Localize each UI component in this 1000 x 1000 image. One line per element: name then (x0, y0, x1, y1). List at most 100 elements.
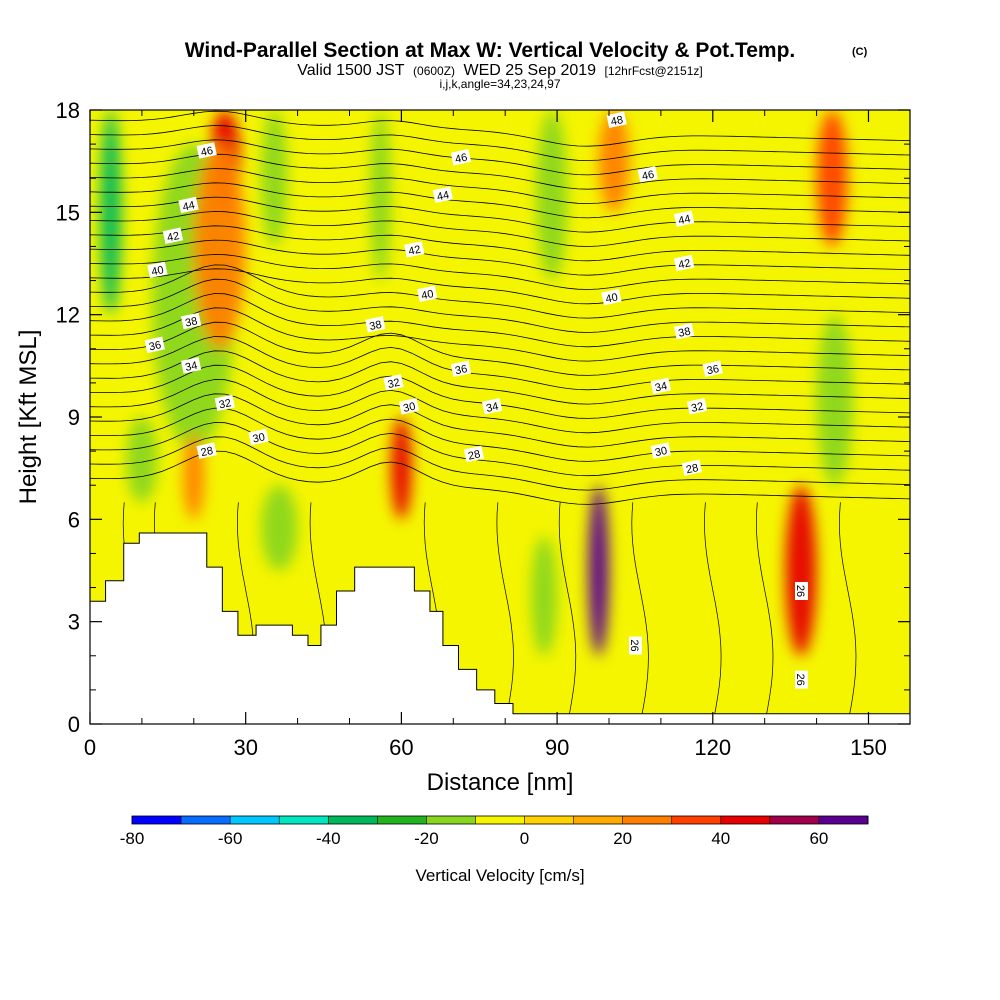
chart-title: Wind-Parallel Section at Max W: Vertical… (185, 39, 796, 62)
theta-contour-label: 40 (147, 261, 168, 278)
theta-contour-label-text: 26 (794, 585, 806, 597)
x-axis-label: Distance [nm] (427, 769, 574, 796)
theta-contour-label-text: 34 (654, 380, 668, 394)
theta-contour-label-text: 26 (628, 639, 640, 651)
theta-contour-label: 40 (601, 288, 622, 306)
theta-contour-line (90, 393, 910, 448)
x-tick-label: 30 (233, 735, 257, 760)
theta-contour-label: 42 (404, 241, 425, 258)
colorbar-swatch (671, 816, 722, 824)
colorbar-swatch (769, 816, 820, 824)
x-tick-label: 90 (545, 735, 569, 760)
theta-contour-label: 36 (144, 336, 165, 353)
theta-contour-line (631, 502, 649, 718)
colorbar-swatch (377, 816, 427, 824)
theta-contour-line (704, 502, 722, 718)
theta-contour-label-text: 46 (200, 145, 214, 159)
theta-contour-label-text: 28 (467, 448, 481, 462)
theta-contour-label: 26 (794, 581, 809, 600)
subtitle-date: WED 25 Sep 2019 (464, 62, 597, 79)
theta-contour-line (90, 436, 910, 491)
theta-contour-label: 42 (162, 227, 184, 244)
y-tick-label: 12 (56, 303, 80, 328)
theta-contour-label-text: 40 (150, 264, 164, 278)
x-tick-label: 120 (694, 735, 731, 760)
theta-contour-line (90, 153, 910, 190)
colorbar-swatch (524, 816, 575, 824)
theta-contour-label: 44 (673, 210, 695, 227)
velocity-cell (370, 110, 392, 281)
colorbar-swatch (573, 816, 624, 824)
colorbar-tick-label: 20 (613, 829, 632, 848)
theta-contour-line (90, 168, 910, 204)
theta-contour-label: 40 (417, 285, 438, 302)
theta-contour-label-text: 36 (148, 339, 162, 353)
subtitle-forecast: [12hrFcst@2151z] (605, 64, 703, 78)
theta-contour-label: 32 (383, 374, 404, 391)
theta-contour-label-text: 30 (252, 431, 266, 445)
theta-contour-label-text: 34 (485, 401, 499, 415)
theta-contour-line (90, 196, 910, 233)
y-tick-label: 3 (68, 610, 80, 635)
theta-contour-line (90, 379, 910, 434)
chart-subtitle: Valid 1500 JST (0600Z) WED 25 Sep 2019 [… (297, 62, 702, 79)
theta-contour-label-text: 32 (218, 397, 232, 411)
theta-contour-line (90, 422, 910, 477)
theta-contour-label-text: 40 (605, 291, 619, 305)
theta-contour-label: 38 (180, 312, 202, 330)
theta-contour-line (90, 450, 910, 505)
theta-contour-label-text: 34 (184, 360, 198, 374)
theta-contour-label-text: 28 (200, 445, 214, 459)
theta-contour-label: 28 (681, 459, 703, 476)
colorbar-swatch (279, 816, 329, 824)
chart-subtitle-2: i,j,k,angle=34,23,24,97 (439, 77, 560, 91)
theta-contour-label: 44 (178, 196, 199, 214)
colorbar-tick-label: 40 (711, 829, 730, 848)
theta-contour-label-text: 48 (610, 114, 624, 128)
theta-contour-label: 34 (650, 377, 671, 394)
colorbar-tick-label: 60 (809, 829, 828, 848)
y-tick-label: 18 (56, 98, 80, 123)
theta-contour-label-text: 36 (454, 363, 468, 377)
colorbar-tick-label: 0 (520, 829, 529, 848)
colorbar-swatch (720, 816, 771, 824)
theta-contour-line (90, 182, 910, 219)
theta-contour-label-text: 42 (166, 230, 180, 244)
theta-contour-label-text: 40 (420, 288, 434, 302)
velocity-cell (126, 417, 158, 503)
theta-contours (90, 110, 910, 718)
theta-contour-line (90, 336, 910, 391)
theta-contour-label-text: 44 (677, 213, 691, 227)
y-tick-label: 6 (68, 507, 80, 532)
theta-contour-label-text: 32 (387, 377, 401, 391)
theta-contour-label-text: 42 (677, 257, 691, 271)
x-tick-label: 60 (389, 735, 413, 760)
theta-contour-label: 34 (481, 398, 503, 415)
colorbar-swatch (622, 816, 673, 824)
theta-contour-label-text: 38 (677, 326, 691, 340)
subtitle-valid: Valid 1500 JST (297, 62, 405, 79)
velocity-field (100, 110, 853, 656)
theta-contour-label: 32 (214, 394, 235, 411)
theta-contour-line (90, 268, 910, 305)
y-tick-label: 9 (68, 405, 80, 430)
velocity-cell (816, 110, 848, 247)
theta-contour-label-text: 36 (706, 363, 720, 377)
theta-contour-label-text: 32 (690, 401, 704, 415)
theta-contour-label: 38 (365, 316, 386, 333)
theta-contour-line (90, 139, 910, 176)
theta-contour-line (90, 225, 910, 262)
theta-contour-label-text: 38 (184, 315, 198, 329)
velocity-cell (193, 144, 246, 349)
colorbar-tick-label: -60 (218, 829, 243, 848)
theta-contour-line (90, 254, 910, 290)
theta-contour-line (756, 502, 774, 718)
theta-contour-label: 30 (248, 428, 269, 446)
theta-contour-line (90, 321, 910, 376)
theta-contour-label-text: 46 (454, 152, 468, 166)
velocity-cell (531, 536, 558, 656)
theta-contour-line (90, 293, 910, 348)
velocity-cell (588, 485, 609, 656)
theta-contour-label: 30 (398, 398, 420, 415)
theta-contour-line (839, 502, 857, 718)
